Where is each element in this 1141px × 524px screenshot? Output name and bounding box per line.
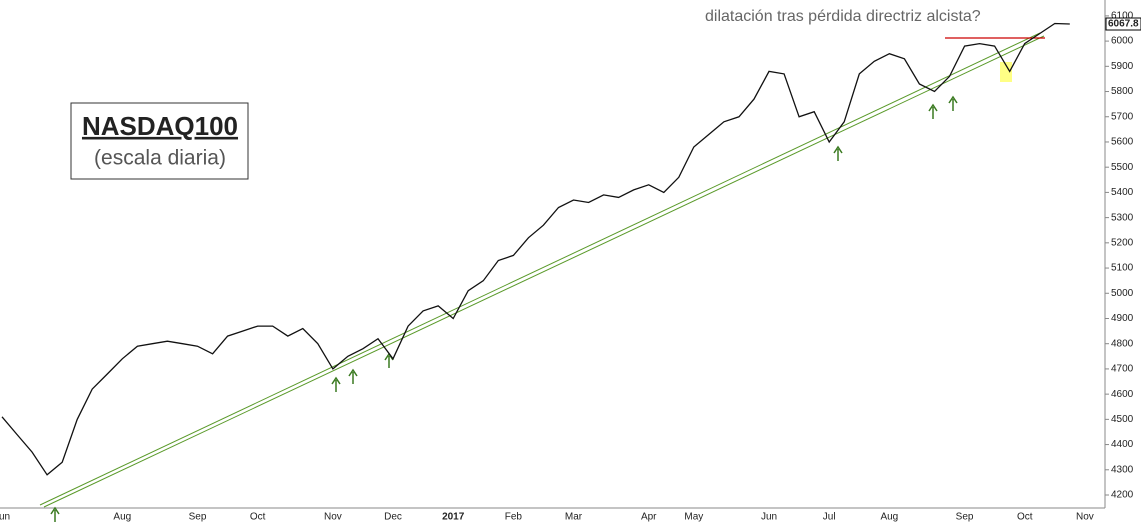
y-tick-label: 4900 (1111, 313, 1134, 324)
y-tick-label: 5500 (1111, 162, 1134, 173)
y-tick-label: 5000 (1111, 288, 1134, 299)
last-value-label: 6067.8 (1108, 19, 1139, 30)
annotation: dilatación tras pérdida directriz alcist… (705, 8, 981, 25)
x-tick-label: Sep (189, 512, 207, 523)
y-tick-label: 4800 (1111, 338, 1134, 349)
x-tick-label: Dec (384, 512, 402, 523)
x-tick-label: Nov (1076, 512, 1094, 523)
y-tick-label: 5800 (1111, 86, 1134, 97)
x-tick-label: Feb (505, 512, 523, 523)
x-tick-label: Aug (113, 512, 131, 523)
y-tick-label: 5600 (1111, 137, 1134, 148)
arrows (50, 95, 958, 522)
last-value-box (1105, 17, 1141, 31)
y-tick-label: 4200 (1111, 490, 1134, 501)
highlight (1000, 62, 1012, 82)
y-tick-label: 5400 (1111, 187, 1134, 198)
x-tick-label: Nov (324, 512, 342, 523)
x-tick-label: Jun (0, 512, 10, 523)
trend-line (39, 32, 1041, 506)
chart-subtitle: (escala diaria) (94, 147, 226, 170)
x-tick-label: May (684, 512, 703, 523)
x-tick-label: Apr (641, 512, 657, 523)
y-tick-label: 5700 (1111, 111, 1134, 122)
x-tick-label: 2017 (442, 512, 465, 523)
x-tick-label: Jun (761, 512, 777, 523)
y-tick-label: 6100 (1111, 11, 1134, 22)
x-tick-label: Oct (1017, 512, 1033, 523)
x-tick-label: Aug (880, 512, 898, 523)
y-tick-label: 5900 (1111, 61, 1134, 72)
y-tick-label: 4400 (1111, 439, 1134, 450)
y-tick-label: 5100 (1111, 263, 1134, 274)
price-line (1, 22, 1070, 476)
y-tick-label: 4600 (1111, 389, 1134, 400)
y-tick-label: 6000 (1111, 36, 1134, 47)
y-tick-label: 4700 (1111, 364, 1134, 375)
y-tick-label: 5300 (1111, 212, 1134, 223)
x-tick-label: Sep (956, 512, 974, 523)
x-tick-label: Mar (565, 512, 583, 523)
trend-line (43, 35, 1045, 508)
y-tick-label: 5200 (1111, 237, 1134, 248)
title-box (70, 102, 249, 180)
x-tick-label: Oct (250, 512, 266, 523)
chart-title: NASDAQ100 (82, 111, 238, 141)
y-tick-label: 4300 (1111, 464, 1134, 475)
y-tick-label: 4500 (1111, 414, 1134, 425)
x-tick-label: Jul (823, 512, 836, 523)
